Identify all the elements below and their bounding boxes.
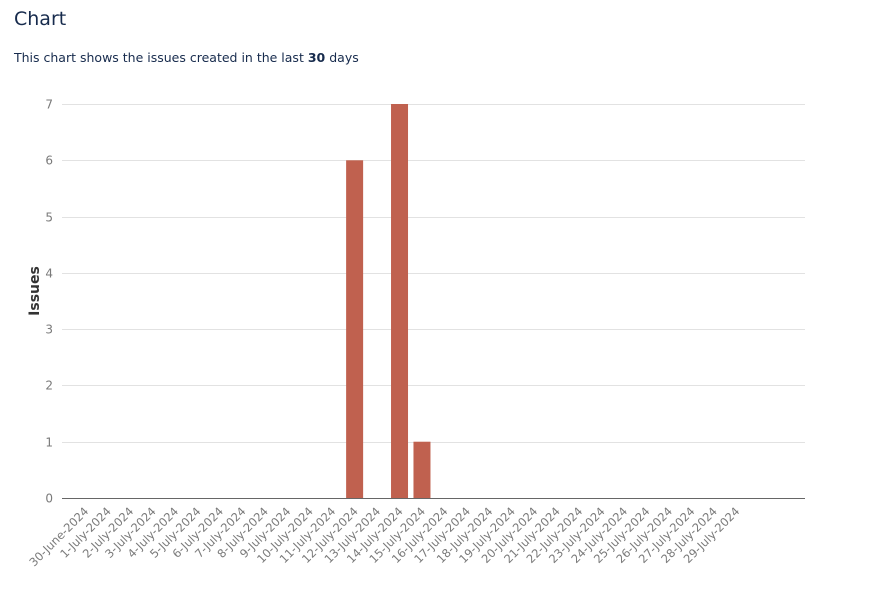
x-axis-ticks: 30-June-20241-July-20242-July-20243-July… (26, 504, 742, 569)
y-tick-label: 7 (45, 98, 53, 112)
description-suffix: days (329, 50, 359, 65)
gridlines (62, 104, 805, 443)
bar[interactable] (391, 104, 409, 498)
page-title: Chart (14, 8, 67, 30)
days-count: 30 (307, 50, 326, 65)
y-axis-label: Issues (27, 266, 43, 316)
y-axis-ticks: 0 1 2 3 4 5 6 7 (45, 98, 53, 506)
y-tick-label: 0 (45, 492, 53, 506)
description-prefix: This chart shows the issues created in t… (14, 50, 304, 65)
bars (346, 104, 431, 499)
y-tick-label: 3 (45, 323, 53, 337)
bar[interactable] (346, 160, 364, 499)
bar[interactable] (413, 441, 431, 498)
y-tick-label: 6 (45, 154, 53, 168)
y-tick-label: 1 (45, 436, 53, 450)
y-tick-label: 2 (45, 379, 53, 393)
chart-description: This chart shows the issues created in t… (14, 50, 359, 65)
y-tick-label: 4 (45, 267, 53, 281)
y-tick-label: 5 (45, 211, 53, 225)
